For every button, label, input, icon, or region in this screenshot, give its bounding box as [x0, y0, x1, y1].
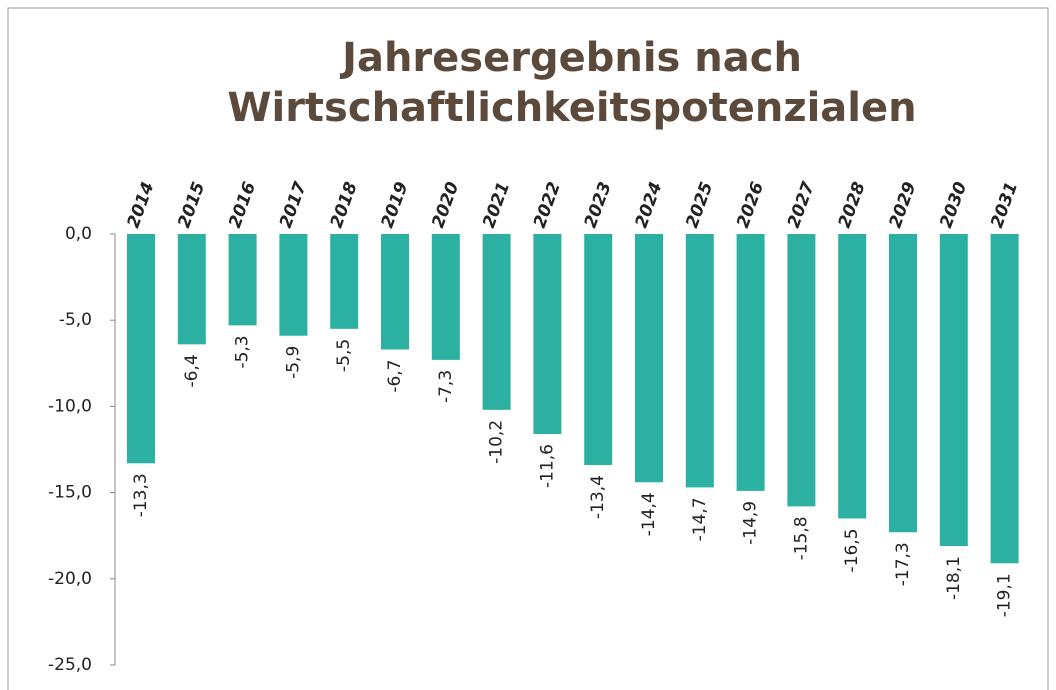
value-label: -18,1 [944, 556, 964, 600]
bar [990, 234, 1019, 564]
x-tick-label: 2016 [225, 179, 260, 230]
bar [127, 234, 155, 464]
y-tick-label: -25,0 [48, 655, 92, 675]
value-label: -5,3 [233, 335, 253, 368]
value-label: -7,3 [436, 370, 456, 403]
value-label: -14,9 [741, 501, 761, 545]
bar [736, 234, 765, 491]
x-tick-label: 2018 [327, 179, 362, 230]
value-label: -17,3 [893, 542, 913, 586]
value-label: -5,9 [283, 346, 303, 379]
value-label: -10,2 [487, 420, 507, 464]
x-tick-label: 2029 [886, 179, 921, 230]
x-tick-label: 2024 [632, 179, 667, 230]
value-label: -6,4 [182, 354, 202, 387]
bar [635, 234, 663, 483]
value-label: -16,5 [842, 528, 862, 572]
x-tick-label: 2021 [479, 179, 514, 230]
bar [584, 234, 613, 466]
bar [330, 234, 359, 329]
value-label: -19,1 [995, 573, 1015, 617]
bar [685, 234, 714, 488]
bar [889, 234, 917, 533]
bar [177, 234, 206, 345]
value-label: -13,4 [588, 475, 608, 519]
bar [381, 234, 409, 350]
x-tick-label: 2019 [378, 179, 413, 230]
bar [482, 234, 511, 410]
y-tick-label: -5,0 [59, 310, 92, 330]
x-tick-label: 2023 [581, 179, 616, 230]
value-label: -15,8 [791, 516, 811, 560]
y-tick-label: -20,0 [48, 569, 92, 589]
y-tick-label: -10,0 [48, 396, 92, 416]
x-tick-label: 2017 [276, 179, 311, 230]
x-tick-label: 2030 [936, 179, 971, 230]
bar [787, 234, 816, 507]
value-label: -14,4 [639, 492, 659, 536]
y-tick-label: 0,0 [65, 224, 92, 244]
x-tick-label: 2025 [682, 179, 717, 230]
value-label: -6,7 [385, 360, 405, 393]
x-tick-label: 2027 [784, 179, 819, 230]
x-tick-label: 2028 [835, 179, 870, 230]
bar [431, 234, 460, 360]
value-label: -5,5 [334, 339, 354, 372]
value-label: -14,7 [690, 497, 710, 541]
x-tick-label: 2026 [733, 179, 768, 230]
x-tick-label: 2014 [124, 179, 159, 230]
bar [533, 234, 562, 434]
x-tick-label: 2022 [530, 179, 565, 230]
chart-title: Wirtschaftlichkeitspotenzialen [227, 85, 916, 131]
y-tick-label: -15,0 [48, 483, 92, 503]
chart-title: Jahresergebnis nach [339, 35, 802, 81]
bar [228, 234, 257, 326]
bar [939, 234, 968, 547]
value-label: -13,3 [131, 473, 151, 517]
bar [838, 234, 867, 519]
x-tick-label: 2031 [987, 179, 1022, 230]
x-tick-label: 2015 [174, 179, 209, 230]
chart-border [7, 7, 1049, 690]
bar [279, 234, 308, 336]
x-tick-label: 2020 [428, 179, 463, 230]
value-label: -11,6 [537, 444, 557, 488]
